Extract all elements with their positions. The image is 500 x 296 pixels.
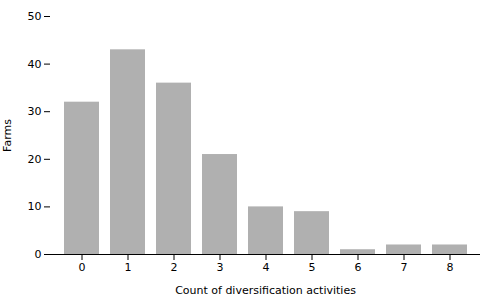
svg-text:2: 2 — [171, 261, 178, 274]
svg-text:3: 3 — [217, 261, 224, 274]
svg-text:Count of diversification activ: Count of diversification activities — [175, 284, 356, 296]
svg-text:30: 30 — [28, 105, 42, 118]
svg-text:0: 0 — [35, 248, 42, 261]
svg-text:40: 40 — [28, 58, 42, 71]
svg-text:7: 7 — [401, 261, 408, 274]
svg-text:8: 8 — [447, 261, 454, 274]
svg-text:0: 0 — [79, 261, 86, 274]
svg-text:5: 5 — [309, 261, 316, 274]
svg-text:1: 1 — [125, 261, 132, 274]
svg-text:Farms: Farms — [1, 119, 14, 152]
svg-text:10: 10 — [28, 200, 42, 213]
svg-text:50: 50 — [28, 10, 42, 23]
svg-text:6: 6 — [355, 261, 362, 274]
svg-text:4: 4 — [263, 261, 270, 274]
svg-text:20: 20 — [28, 153, 42, 166]
